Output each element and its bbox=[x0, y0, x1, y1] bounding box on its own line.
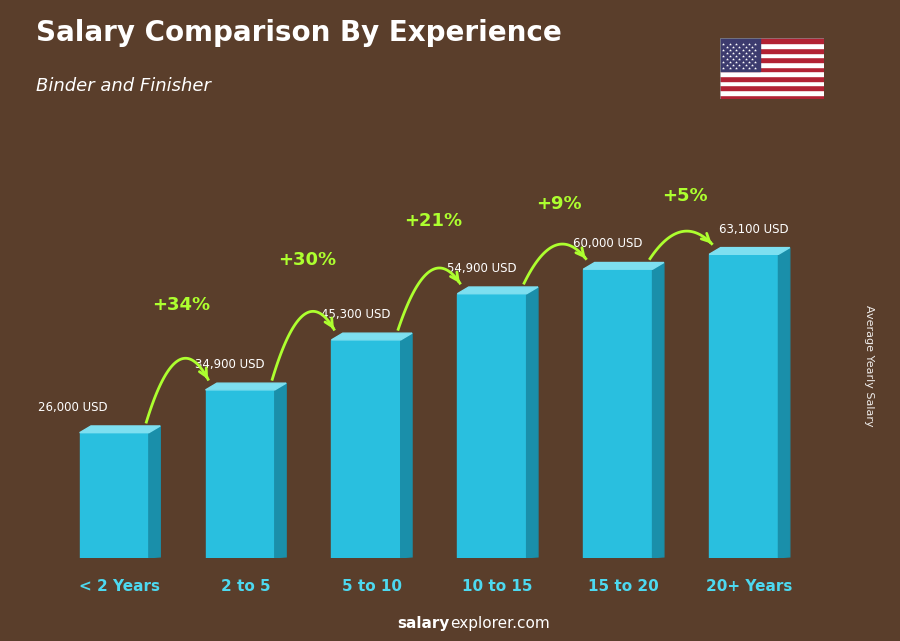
Bar bbox=[205, 390, 274, 558]
Text: Salary Comparison By Experience: Salary Comparison By Experience bbox=[36, 19, 562, 47]
Bar bbox=[331, 340, 400, 558]
Bar bbox=[720, 43, 824, 48]
Text: < 2 Years: < 2 Years bbox=[79, 579, 160, 594]
Text: 26,000 USD: 26,000 USD bbox=[38, 401, 107, 414]
Text: +21%: +21% bbox=[404, 212, 462, 230]
Bar bbox=[720, 76, 824, 81]
Bar bbox=[720, 67, 824, 71]
Text: 5 to 10: 5 to 10 bbox=[342, 579, 401, 594]
Polygon shape bbox=[457, 287, 538, 294]
Bar bbox=[720, 57, 824, 62]
Text: 54,900 USD: 54,900 USD bbox=[447, 262, 517, 275]
Bar bbox=[720, 38, 824, 43]
Polygon shape bbox=[331, 333, 412, 340]
Polygon shape bbox=[778, 247, 790, 558]
Text: +9%: +9% bbox=[536, 195, 581, 213]
Text: explorer.com: explorer.com bbox=[450, 617, 550, 631]
Polygon shape bbox=[652, 263, 664, 558]
Text: +30%: +30% bbox=[278, 251, 336, 269]
Bar bbox=[720, 90, 824, 95]
Text: Average Yearly Salary: Average Yearly Salary bbox=[863, 304, 874, 426]
Text: +5%: +5% bbox=[662, 187, 707, 205]
Bar bbox=[720, 38, 760, 71]
Bar bbox=[720, 81, 824, 85]
Polygon shape bbox=[526, 287, 538, 558]
Bar bbox=[583, 269, 652, 558]
Bar bbox=[720, 85, 824, 90]
Text: +34%: +34% bbox=[152, 296, 210, 315]
Polygon shape bbox=[709, 247, 790, 254]
Bar bbox=[720, 95, 824, 99]
Text: 2 to 5: 2 to 5 bbox=[221, 579, 271, 594]
Text: 34,900 USD: 34,900 USD bbox=[195, 358, 265, 371]
Polygon shape bbox=[274, 383, 286, 558]
Polygon shape bbox=[205, 383, 286, 390]
Bar bbox=[720, 62, 824, 67]
Bar bbox=[720, 48, 824, 53]
Polygon shape bbox=[79, 426, 160, 433]
Text: 20+ Years: 20+ Years bbox=[706, 579, 793, 594]
Bar bbox=[720, 71, 824, 76]
Bar bbox=[457, 294, 526, 558]
Text: 63,100 USD: 63,100 USD bbox=[719, 222, 788, 235]
Polygon shape bbox=[583, 263, 664, 269]
Text: salary: salary bbox=[398, 617, 450, 631]
Bar bbox=[709, 254, 778, 558]
Text: 15 to 20: 15 to 20 bbox=[589, 579, 659, 594]
Bar bbox=[79, 433, 148, 558]
Polygon shape bbox=[148, 426, 160, 558]
Bar bbox=[720, 53, 824, 57]
Text: 10 to 15: 10 to 15 bbox=[463, 579, 533, 594]
Text: Binder and Finisher: Binder and Finisher bbox=[36, 77, 211, 95]
Polygon shape bbox=[400, 333, 412, 558]
Text: 60,000 USD: 60,000 USD bbox=[573, 237, 643, 251]
Text: 45,300 USD: 45,300 USD bbox=[321, 308, 391, 321]
